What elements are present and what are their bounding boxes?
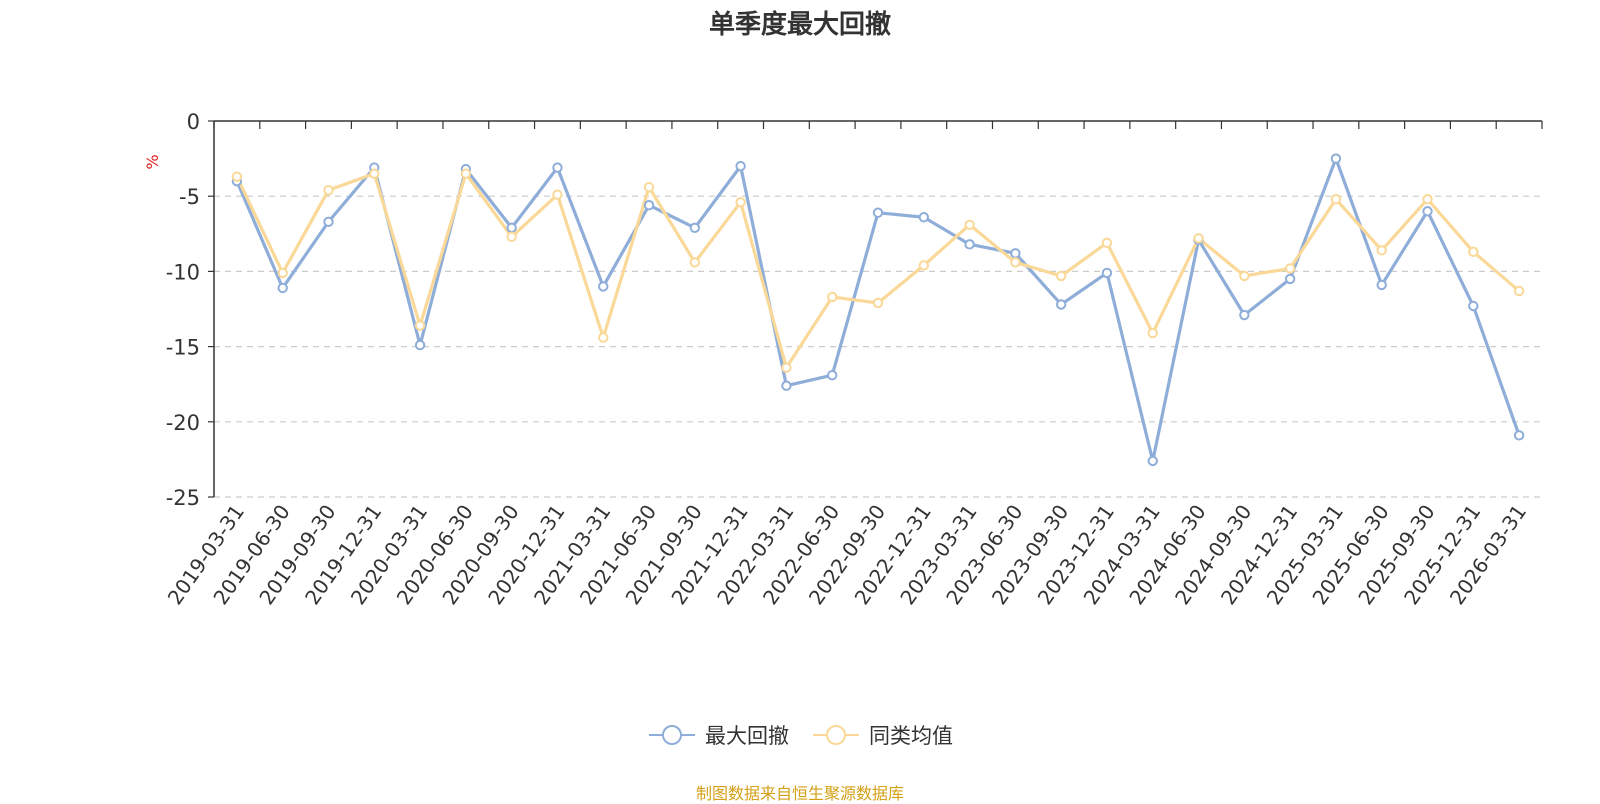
series-1-point: [918, 212, 929, 223]
series-1-point: [827, 369, 838, 381]
series-1-point: [872, 207, 884, 218]
series-1-point: [277, 282, 288, 294]
series-2-point: [1513, 285, 1525, 297]
series-1-point: [506, 222, 517, 233]
series-2-point: [918, 260, 929, 271]
series-1-point: [1010, 248, 1021, 259]
series-2-point: [506, 231, 517, 243]
series-2-point: [1055, 270, 1067, 282]
axes: [208, 120, 1543, 498]
series-1-point: [1147, 455, 1158, 467]
series-2-point: [964, 219, 975, 230]
series-2-point: [1422, 194, 1433, 205]
series-1-point: [1468, 300, 1479, 312]
series-2-point: [1284, 263, 1296, 274]
series-2-point: [1376, 245, 1387, 256]
series-1-point: [689, 222, 701, 233]
series-1-point: [735, 160, 746, 172]
series-1-point: [1284, 273, 1296, 285]
series-2-point: [323, 184, 334, 196]
y-tick-label: -20: [166, 411, 200, 435]
series-2-point: [414, 320, 426, 331]
series-1-point: [1376, 279, 1387, 291]
series-line-2: [235, 172, 1521, 370]
series-1-point: [643, 200, 655, 211]
series-2-point: [1147, 327, 1158, 339]
series-2-point: [1101, 237, 1113, 249]
legend-label-series-1: 最大回撤: [705, 724, 789, 748]
series-1-point: [1422, 206, 1433, 217]
series-1-point: [1513, 430, 1525, 441]
series-line-1: [235, 157, 1521, 463]
line-chart: 0-5-10-15-20-25%2019-03-312019-06-302019…: [143, 110, 1543, 609]
series-2-point: [598, 332, 609, 343]
series-2-point: [689, 257, 701, 268]
series-1-point: [964, 239, 975, 250]
series-2-point: [1239, 270, 1250, 282]
series-2-point: [1010, 257, 1021, 268]
grid-lines: [214, 195, 1542, 498]
series-2-point: [781, 362, 792, 373]
series-1-point: [323, 216, 334, 227]
y-tick-label: -25: [166, 486, 200, 510]
source-note: 制图数据来自恒生聚源数据库: [695, 784, 904, 803]
series-1-point: [1101, 267, 1113, 279]
series-2-point: [231, 171, 243, 182]
legend: 最大回撤 同类均值: [0, 720, 1600, 750]
legend-marker-series-1: [649, 725, 695, 745]
series-2-point: [1330, 194, 1342, 205]
series-1-point: [552, 162, 563, 173]
series-1-point: [1330, 153, 1342, 164]
series-1-point: [1239, 309, 1250, 321]
y-axis-label: %: [143, 154, 162, 169]
series-2-point: [1193, 233, 1204, 244]
series-2-point: [643, 181, 655, 193]
series-2-point: [277, 267, 288, 279]
legend-item-series-2[interactable]: 同类均值: [811, 720, 953, 750]
series-2-point: [1468, 246, 1479, 258]
chart-title: 单季度最大回撤: [708, 10, 891, 40]
series-2-point: [369, 168, 380, 179]
series-2-point: [872, 297, 884, 309]
y-tick-label: -15: [166, 336, 200, 360]
series-2-point: [735, 197, 746, 208]
series-2-point: [827, 291, 838, 303]
series-1-point: [414, 339, 426, 351]
series-2-point: [552, 189, 563, 200]
y-tick-label: 0: [187, 110, 200, 134]
y-tick-label: -5: [179, 185, 200, 209]
series-1-point: [781, 380, 792, 391]
series-2-point: [460, 168, 472, 179]
series-lines: [231, 153, 1525, 467]
legend-marker-series-2: [813, 725, 859, 745]
series-1-point: [598, 281, 609, 292]
legend-item-series-1[interactable]: 最大回撤: [647, 720, 789, 750]
y-tick-label: -10: [166, 260, 200, 284]
series-1-point: [1055, 299, 1067, 310]
legend-label-series-2: 同类均值: [869, 724, 953, 748]
